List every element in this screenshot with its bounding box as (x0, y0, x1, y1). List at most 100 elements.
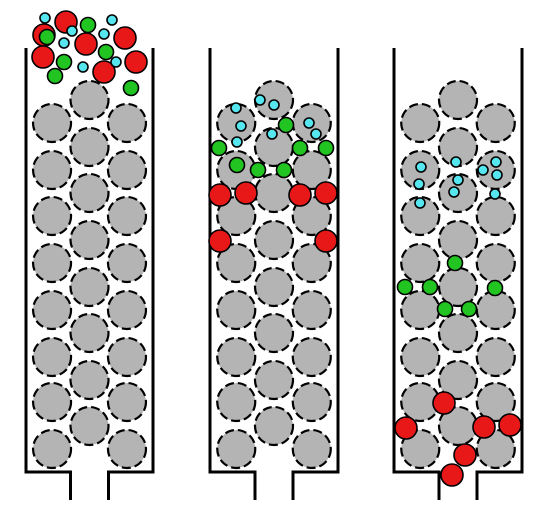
packing-bead (69, 359, 110, 401)
large-red-particle (124, 50, 148, 74)
packing-bead (216, 195, 257, 237)
packing-bead (106, 102, 148, 144)
packing-beads-layer (31, 79, 516, 470)
packing-bead (31, 289, 73, 331)
packing-bead (69, 219, 110, 261)
packing-bead (400, 102, 441, 144)
medium-green-particle (55, 53, 73, 71)
column-2 (208, 48, 340, 500)
small-cyan-particle (98, 28, 110, 40)
small-cyan-particle (448, 186, 460, 198)
packing-bead (475, 428, 516, 470)
packing-bead (400, 195, 441, 237)
packing-bead (106, 336, 148, 378)
small-cyan-particle (231, 136, 243, 148)
packing-bead (31, 149, 73, 191)
packing-bead (69, 405, 110, 447)
packing-bead (106, 428, 148, 470)
small-cyan-particle (413, 178, 425, 190)
medium-green-particle (486, 279, 504, 297)
column-wall-right (291, 48, 340, 500)
large-red-particle (31, 45, 55, 69)
packing-bead (291, 242, 332, 284)
packing-bead (291, 149, 332, 191)
large-red-particle (314, 229, 338, 253)
column-wall-left (24, 48, 72, 500)
packing-bead (291, 381, 332, 423)
packing-bead (31, 102, 73, 144)
large-red-particle (472, 415, 496, 439)
large-red-particle (314, 181, 338, 205)
medium-green-particle (421, 278, 439, 296)
large-red-particle (453, 443, 477, 467)
medium-green-particle (317, 139, 335, 157)
medium-green-particle (79, 16, 97, 34)
packing-bead (475, 336, 516, 378)
small-cyan-particle (490, 156, 502, 168)
packing-bead (400, 289, 441, 331)
medium-green-particle (275, 161, 293, 179)
small-cyan-particle (266, 128, 278, 140)
packing-bead (69, 172, 110, 214)
column-3 (392, 48, 524, 500)
packing-bead (31, 242, 73, 284)
packing-bead (437, 219, 479, 261)
large-red-particle (74, 32, 98, 56)
small-cyan-particle (489, 188, 501, 200)
packing-bead (475, 381, 516, 423)
small-cyan-particle (310, 128, 322, 140)
packing-bead (253, 219, 295, 261)
bead-bed-3 (400, 79, 516, 470)
medium-green-particle (122, 79, 140, 97)
small-cyan-particle (450, 156, 462, 168)
bead-bed-1 (31, 79, 148, 470)
packing-bead (69, 79, 110, 121)
small-cyan-particle (477, 164, 489, 176)
column-wall-right (107, 48, 155, 500)
medium-green-particle (291, 139, 309, 157)
small-cyan-particle (230, 102, 242, 114)
packing-bead (69, 266, 110, 308)
medium-green-particle (277, 116, 295, 134)
packing-bead (400, 428, 441, 470)
small-cyan-particle (39, 12, 51, 24)
large-red-particle (92, 60, 116, 84)
packing-bead (291, 336, 332, 378)
medium-green-particle (396, 278, 414, 296)
packing-bead (69, 126, 110, 168)
packing-bead (475, 195, 516, 237)
medium-green-particle (249, 161, 267, 179)
small-cyan-particle (66, 25, 78, 37)
packing-bead (31, 336, 73, 378)
medium-green-particle (436, 300, 454, 318)
small-cyan-particle (452, 174, 464, 186)
packing-bead (437, 359, 479, 401)
large-red-particle (234, 181, 258, 205)
column-wall-left (208, 48, 257, 500)
small-cyan-particle (235, 120, 247, 132)
column-wall-left (392, 48, 441, 500)
medium-green-particle (38, 28, 56, 46)
packing-bead (69, 312, 110, 354)
large-red-particle (440, 463, 464, 487)
packing-bead (253, 405, 295, 447)
medium-green-particle (460, 300, 478, 318)
large-red-particle (208, 229, 232, 253)
column-1 (24, 48, 155, 500)
packing-bead (291, 289, 332, 331)
large-red-particle (394, 416, 418, 440)
packing-bead (437, 79, 479, 121)
medium-green-particle (46, 67, 64, 85)
column-wall-right (475, 48, 524, 500)
columns-layer (24, 48, 524, 500)
small-cyan-particle (106, 14, 118, 26)
packing-bead (475, 289, 516, 331)
packing-bead (216, 336, 257, 378)
large-red-particle (208, 183, 232, 207)
packing-bead (31, 381, 73, 423)
packing-bead (437, 312, 479, 354)
large-red-particle (113, 26, 137, 50)
packing-bead (106, 195, 148, 237)
packing-bead (475, 242, 516, 284)
